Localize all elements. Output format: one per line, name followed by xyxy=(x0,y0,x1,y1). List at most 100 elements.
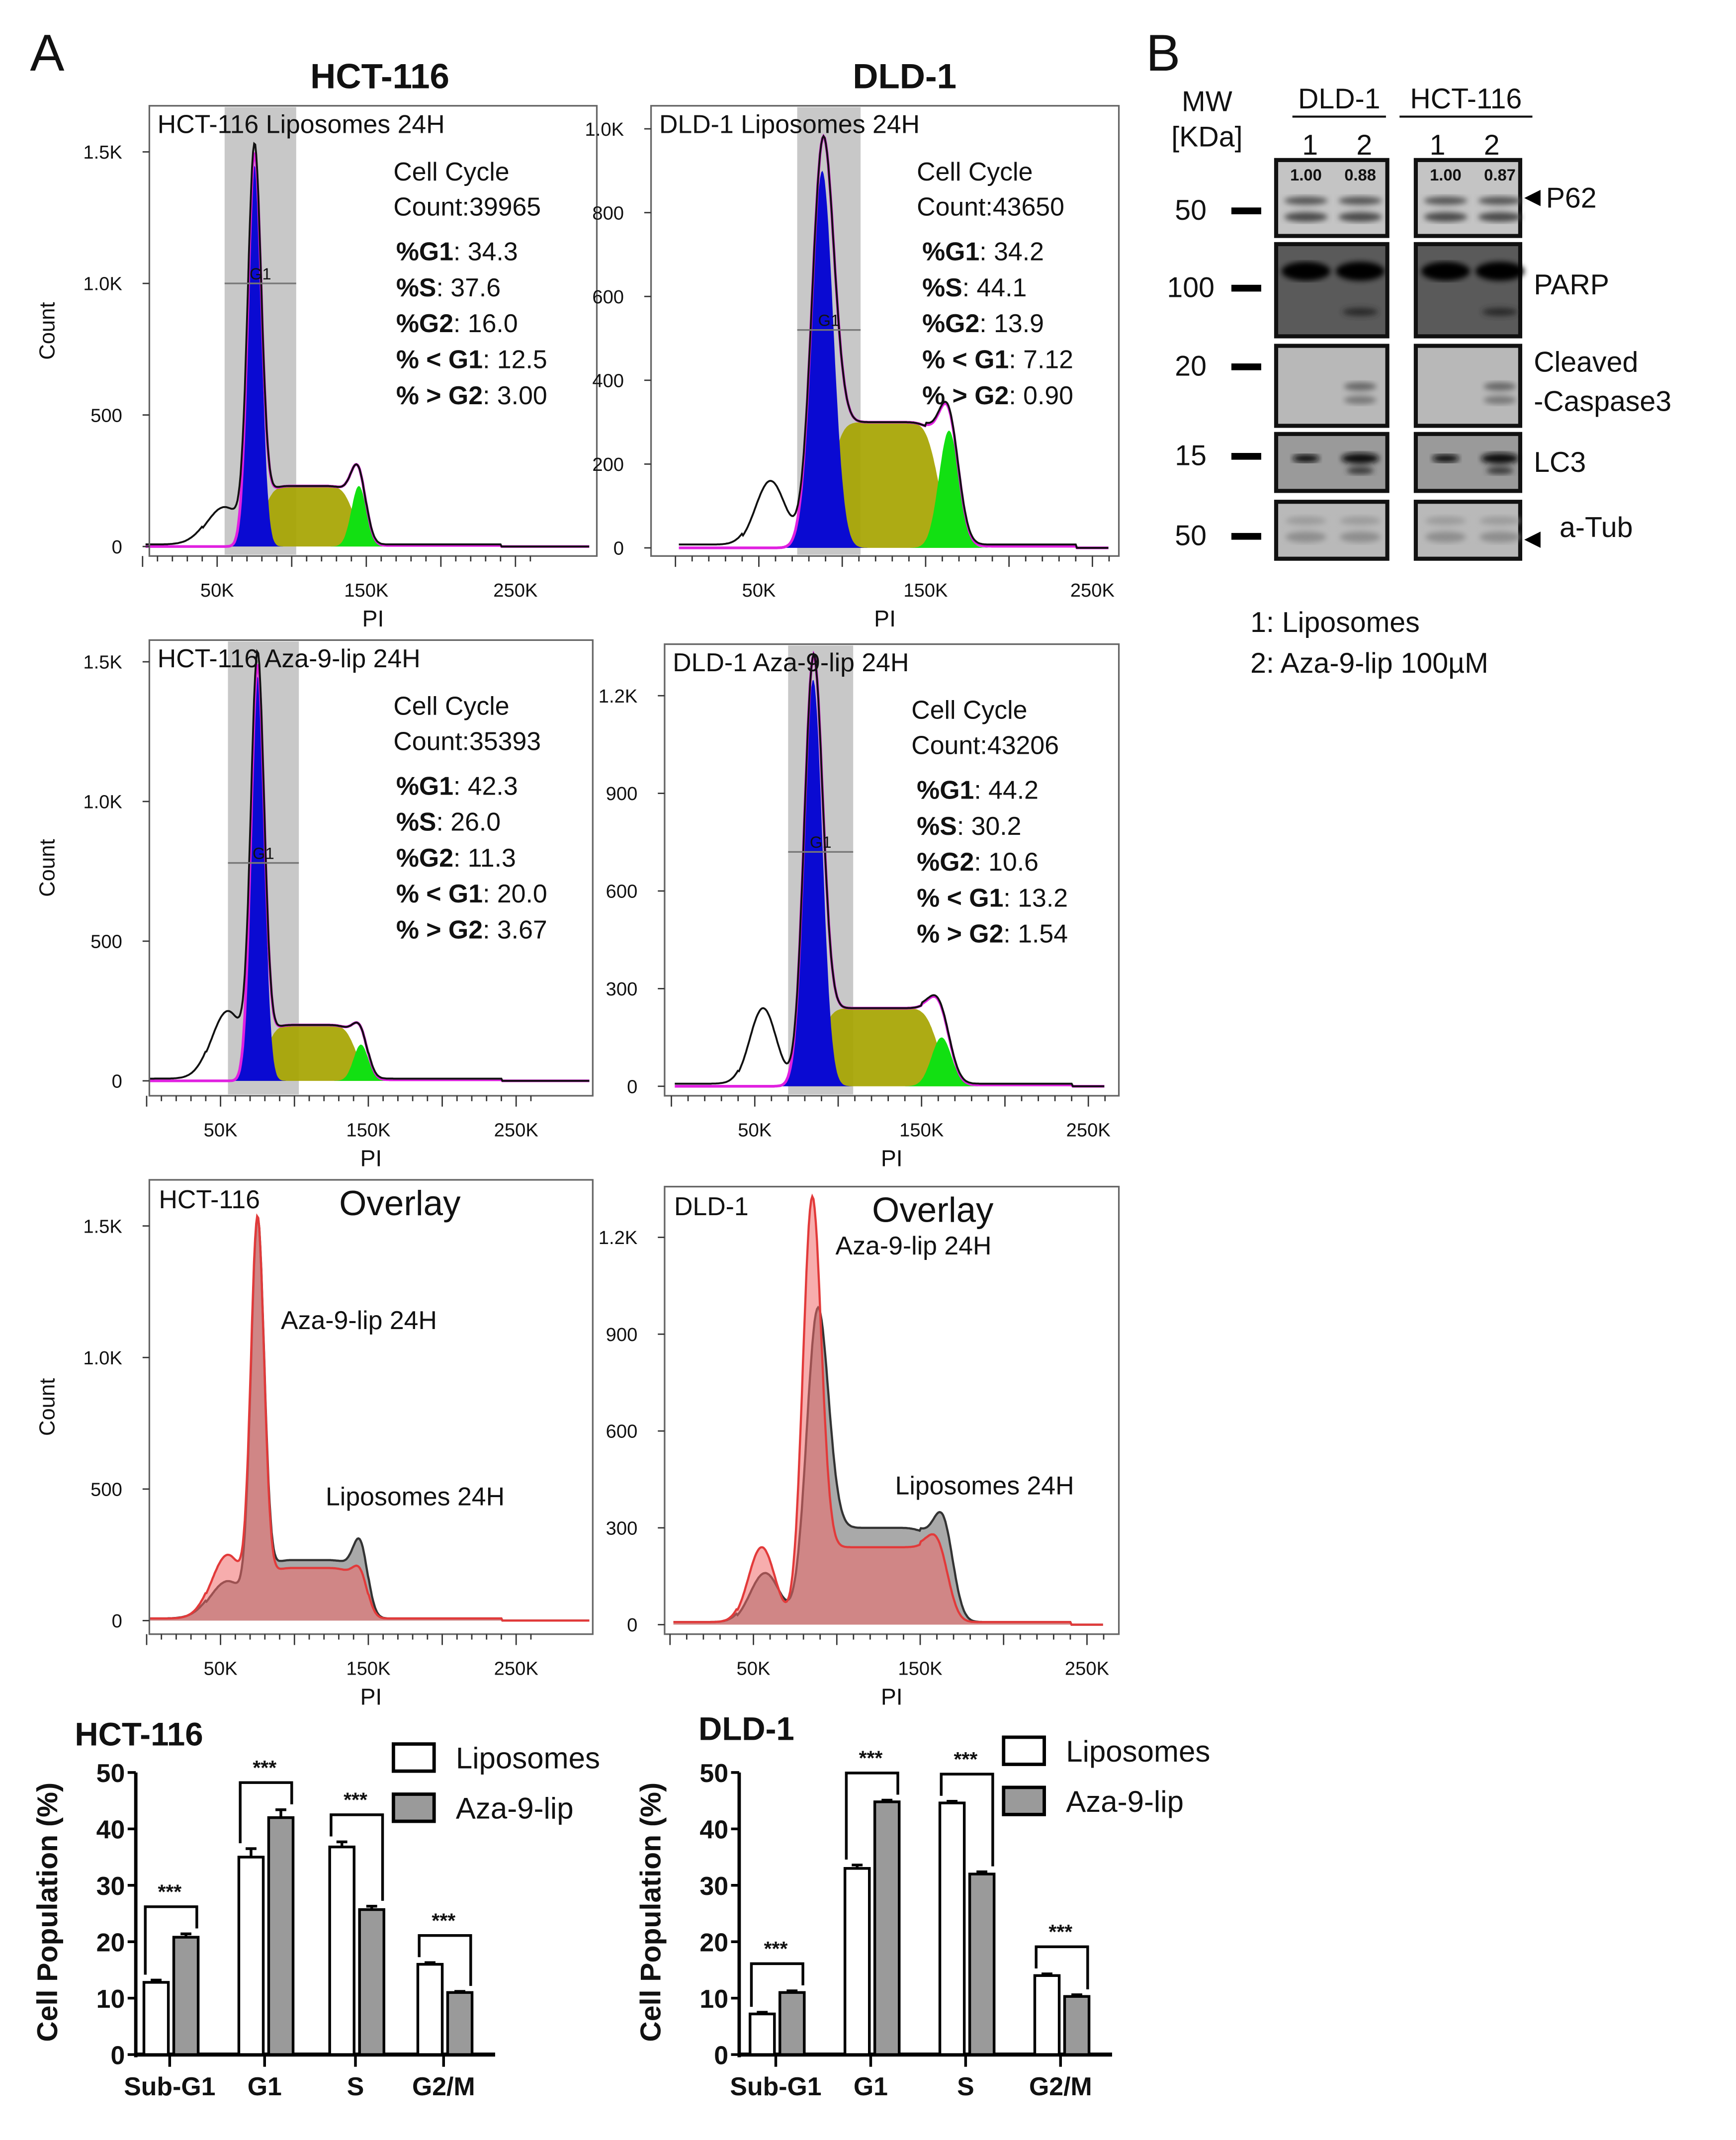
gate-label: G1 xyxy=(810,833,832,851)
x-tick-label: Sub-G1 xyxy=(730,2072,821,2101)
stat-key: %G2 xyxy=(396,309,453,338)
stat-value: : 26.0 xyxy=(436,807,501,836)
y-tick-label: 1.0K xyxy=(83,1347,122,1369)
blot-label-2: -Caspase3 xyxy=(1534,385,1671,417)
y-axis-label: Count xyxy=(35,1378,59,1436)
y-tick-label: 600 xyxy=(592,286,624,308)
x-tick-label: 50K xyxy=(738,1120,772,1141)
bar-liposomes xyxy=(328,1845,356,2056)
stat-value: : 13.9 xyxy=(979,309,1044,338)
bar-liposomes xyxy=(843,1867,871,2056)
stat-value: : 12.5 xyxy=(483,345,547,374)
flow-histogram-dld_lip: G1 0 200 400 600 800 1.0K 50K 150K 250K PI DLD-1 Li… xyxy=(585,105,1120,631)
stat-row: % < G1: 12.5 xyxy=(396,345,547,374)
stat-key: %S xyxy=(396,273,436,302)
y-tick-label: 1.5K xyxy=(83,1216,122,1237)
lane-number: 2 xyxy=(1356,129,1372,161)
x-tick-label: 250K xyxy=(494,1658,539,1679)
s-phase-fill xyxy=(679,422,1109,548)
stat-row: % > G2: 3.67 xyxy=(396,915,547,944)
overlay-line-liposomes xyxy=(149,1215,590,1622)
significance-bracket xyxy=(330,1813,384,1901)
histogram-line xyxy=(145,142,590,548)
x-axis-label: PI xyxy=(881,1146,903,1171)
western-blot: MW[KDa] DLD-1 HCT-116 1 2 1 2 1.00 0.88 1.00 0.87 5… xyxy=(1167,83,1671,679)
stat-value: : 3.67 xyxy=(483,915,547,944)
y-tick-label: 0 xyxy=(112,1070,122,1092)
y-tick-label: 1.0K xyxy=(585,119,624,140)
x-tick-label: 50K xyxy=(204,1658,238,1679)
blot-band xyxy=(1475,262,1525,316)
mw-header: MW xyxy=(1182,86,1232,118)
mw-marker-label: 50 xyxy=(1175,194,1207,226)
blot-legend-1: 1: Liposomes xyxy=(1250,607,1420,638)
plot-frame xyxy=(650,105,1120,557)
mw-marker-label: 15 xyxy=(1175,440,1207,472)
lane-number: 1 xyxy=(1302,129,1318,161)
y-tick-label: 10 xyxy=(699,1984,728,2013)
x-tick-label: G2/M xyxy=(1029,2072,1092,2101)
x-axis: 50K 150K 250K xyxy=(675,556,1115,601)
y-tick-label: 50 xyxy=(699,1759,728,1787)
significance-stars: *** xyxy=(859,1747,883,1770)
stat-key: % < G1 xyxy=(917,883,1003,912)
legend-label-liposomes: Liposomes 24H xyxy=(326,1482,505,1511)
stat-row: %S: 26.0 xyxy=(396,807,501,836)
cell-cycle-stats: Cell Cycle Count:35393 %G1: 42.3 %S: 26.0 %G… xyxy=(393,691,547,944)
legend-label: Liposomes xyxy=(456,1742,600,1775)
plot-frame xyxy=(664,643,1120,1097)
blot-band xyxy=(1281,262,1331,281)
panel-title: HCT-116 xyxy=(159,1185,260,1214)
blot-band xyxy=(1432,454,1460,463)
blot-row-a-tub: 50 a-Tub xyxy=(1175,500,1633,561)
y-axis: 0 200 400 600 800 1.0K xyxy=(585,119,651,559)
g1-phase-fill xyxy=(149,676,590,1081)
cell-cycle-stats: Cell Cycle Count:39965 %G1: 34.3 %S: 37.6 %G… xyxy=(393,157,547,410)
stat-row: %G2: 13.9 xyxy=(922,309,1044,338)
stat-key: % > G2 xyxy=(396,915,483,944)
stats-header: Cell Cycle xyxy=(393,691,509,720)
stat-row: %G2: 10.6 xyxy=(917,847,1039,876)
y-tick-label: 500 xyxy=(90,1479,122,1500)
y-axis-label: Count xyxy=(35,839,59,896)
significance-bracket xyxy=(845,1772,899,1860)
stat-row: % < G1: 7.12 xyxy=(922,345,1073,374)
stat-value: : 1.54 xyxy=(1003,919,1068,948)
histogram-line xyxy=(149,649,590,1082)
stat-value: : 42.3 xyxy=(453,771,518,800)
x-tick-label: 50K xyxy=(200,580,234,601)
stat-key: %S xyxy=(396,807,436,836)
quantification-value: 0.88 xyxy=(1344,166,1376,184)
stat-row: % > G2: 1.54 xyxy=(917,919,1068,948)
y-tick-label: 400 xyxy=(592,370,624,391)
mw-marker-label: 100 xyxy=(1167,271,1215,303)
overlay-fill-aza9lip xyxy=(149,1216,590,1621)
x-tick-label: 150K xyxy=(344,580,389,601)
x-tick-label: 150K xyxy=(898,1658,943,1679)
x-tick-label: 50K xyxy=(204,1120,238,1141)
quantification-value: 1.00 xyxy=(1430,166,1462,184)
bar-chart-title: HCT-116 xyxy=(75,1716,203,1752)
legend-swatch-liposomes xyxy=(1002,1735,1046,1766)
blot-band xyxy=(1286,517,1326,543)
x-tick-label: G2/M xyxy=(412,2072,475,2101)
blot-panel xyxy=(1274,242,1389,339)
blot-band xyxy=(1479,517,1520,543)
blot-band xyxy=(1425,517,1466,543)
bar-chart-title: DLD-1 xyxy=(698,1710,794,1747)
mw-marker-label: 20 xyxy=(1175,351,1207,382)
significance-bracket xyxy=(1035,1945,1089,1989)
histogram-line xyxy=(675,651,1105,1087)
blot-row-cleaved: 20 Cleaved -Caspase3 xyxy=(1175,344,1671,428)
y-tick-label: 30 xyxy=(699,1872,728,1900)
stat-row: %G1: 34.2 xyxy=(922,237,1044,266)
bar-liposomes xyxy=(237,1856,265,2056)
event-count: Count:35393 xyxy=(393,726,541,755)
gate-label: G1 xyxy=(253,844,274,862)
stat-key: % > G2 xyxy=(922,381,1009,410)
y-tick-label: 0 xyxy=(627,1076,637,1097)
y-tick-label: 600 xyxy=(606,1421,638,1442)
stat-value: : 16.0 xyxy=(453,309,518,338)
bar-aza9lip xyxy=(778,1991,806,2056)
stat-row: % > G2: 3.00 xyxy=(396,381,547,410)
